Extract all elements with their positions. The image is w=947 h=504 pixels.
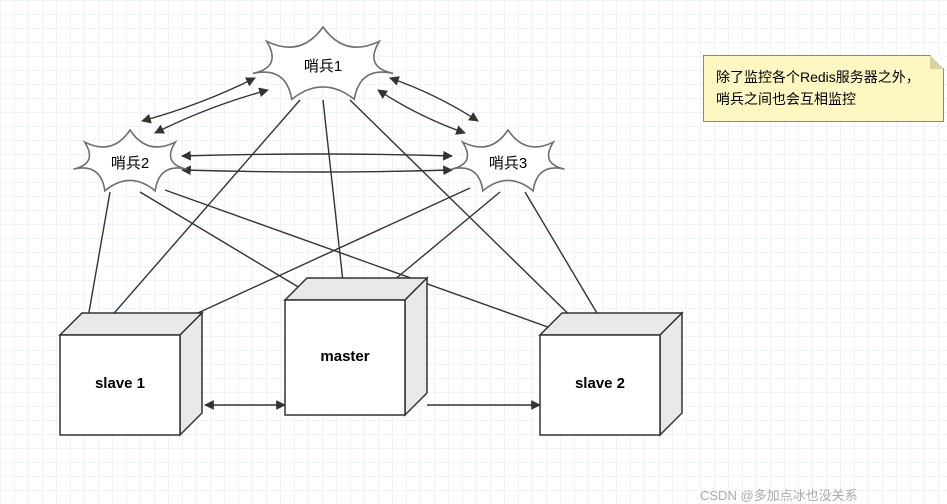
annotation-note: 除了监控各个Redis服务器之外，哨兵之间也会互相监控 [703,55,944,122]
note-fold-icon [930,55,944,69]
diagram-canvas: 除了监控各个Redis服务器之外，哨兵之间也会互相监控 哨兵1 哨兵2 哨兵3 … [0,0,947,504]
watermark: CSDN @多加点冰也没关系 [700,485,858,504]
annotation-text: 除了监控各个Redis服务器之外，哨兵之间也会互相监控 [716,69,920,107]
